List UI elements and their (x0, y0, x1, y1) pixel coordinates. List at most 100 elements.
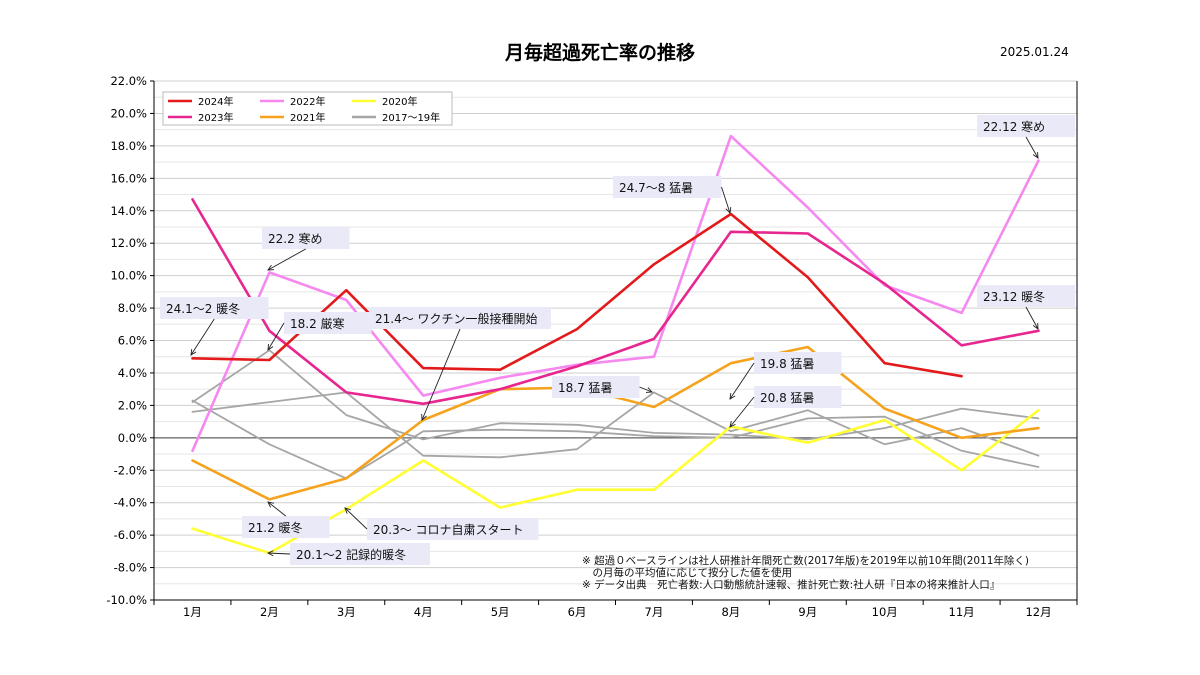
chart-date: 2025.01.24 (1000, 45, 1069, 59)
legend: 2024年 2022年 2020年 2023年 2021年 2017～19年 (162, 91, 453, 126)
annotation-label: 20.3～ コロナ自粛スタート (373, 523, 524, 537)
annotation-box (242, 516, 330, 538)
legend-box (162, 91, 453, 126)
x-tick-label: 3月 (337, 605, 356, 619)
annotation-arrowhead (1032, 322, 1039, 330)
annotation-arrowhead (344, 507, 351, 514)
annotation-box (552, 376, 640, 398)
annotation-label: 22.12 寒め (983, 119, 1045, 134)
legend-label-2022年: 2022年 (290, 95, 325, 108)
annotation-box (754, 352, 842, 374)
annotation: 24.1～2 暖冬 (160, 297, 269, 356)
x-tick-label: 12月 (1025, 605, 1051, 619)
annotation-box (160, 297, 269, 319)
y-tick-label: 18.0% (110, 139, 147, 153)
series-line-2017-19 (191, 349, 1040, 441)
annotation: 20.8 猛暑 (729, 386, 842, 428)
y-tick-label: 14.0% (110, 204, 147, 218)
annotation-arrowhead (729, 392, 736, 400)
annotation: 23.12 暖冬 (977, 285, 1075, 330)
annotation: 21.4～ ワクチン一般接種開始 (369, 307, 551, 421)
annotation-arrowhead (190, 348, 197, 356)
chart-title: 月毎超過死亡率の推移 (504, 42, 695, 64)
annotation-arrow (344, 507, 368, 530)
annotation: 18.7 猛暑 (552, 376, 653, 398)
annotation: 22.12 寒め (977, 115, 1075, 159)
annotation-arrowhead (645, 387, 653, 393)
y-tick-label: -10.0% (106, 593, 147, 607)
annotation-box (754, 386, 842, 408)
x-tick-label: 7月 (645, 605, 664, 619)
annotation-arrow (1025, 306, 1039, 330)
annotation-arrow (267, 322, 285, 351)
y-tick-label: 6.0% (118, 334, 147, 348)
annotation-arrow (1025, 136, 1039, 159)
annotation-arrow (729, 362, 755, 400)
annotation-label: 24.1～2 暖冬 (166, 301, 240, 316)
series-line-2022年 (191, 134, 1040, 453)
annotation: 19.8 猛暑 (729, 352, 842, 400)
y-tick-label: 4.0% (118, 366, 147, 380)
annotation-arrow (267, 501, 287, 517)
annotation-arrowhead (1032, 151, 1039, 159)
annotation-arrow (639, 386, 653, 393)
legend-label-2024年: 2024年 (198, 95, 233, 108)
annotation: 21.2 暖冬 (242, 501, 330, 538)
x-tick-label: 6月 (568, 605, 587, 619)
annotation-arrow (267, 552, 291, 555)
annotation-arrow (721, 186, 731, 214)
annotation-arrowhead (267, 264, 275, 271)
y-tick-label: 12.0% (110, 236, 147, 250)
annotation-arrow (421, 328, 461, 421)
annotation-arrowhead (267, 501, 274, 508)
annotation: 20.1～2 記録的暖冬 (266, 543, 430, 565)
series-line-2017～19年 (191, 399, 1040, 480)
y-tick-label: 10.0% (110, 269, 147, 283)
annotation-label: 18.2 厳寒 (290, 316, 345, 331)
annotation-layer: 24.1～2 暖冬 22.2 寒め 18.2 厳寒 21.4～ ワクチン一般接種開始 2… (160, 115, 1075, 565)
y-tick-label: 8.0% (118, 301, 147, 315)
annotation-box (977, 285, 1075, 307)
annotation-box (367, 518, 539, 540)
annotation-box (284, 312, 372, 334)
annotation-label: 20.8 猛暑 (760, 391, 815, 405)
annotation-label: 21.4～ ワクチン一般接種開始 (375, 311, 538, 326)
annotation-label: 18.7 猛暑 (558, 381, 613, 395)
series-line-2017-19 (191, 391, 1040, 459)
annotation-arrowhead (725, 206, 732, 214)
x-tick-label: 8月 (721, 605, 740, 619)
x-tick-label: 4月 (414, 605, 433, 619)
axis-layer: 22.0% 20.0% 18.0% 16.0% 14.0% 12.0% 10.0% 8.0% 6… (106, 74, 1078, 619)
source-note: ※ 超過０ベースラインは社人研推計年間死亡数(2017年版)を2019年以前10… (582, 554, 1029, 567)
annotation-box (613, 176, 722, 198)
annotation-label: 22.2 寒め (268, 231, 323, 246)
annotation-arrow (267, 248, 306, 271)
annotation-label: 21.2 暖冬 (248, 520, 303, 535)
y-tick-label: 2.0% (118, 398, 147, 412)
annotation-arrowhead (729, 421, 736, 428)
annotation: 20.3～ コロナ自粛スタート (344, 507, 539, 540)
annotation: 18.2 厳寒 (267, 312, 372, 351)
x-tick-label: 2月 (260, 605, 279, 619)
series-layer (191, 134, 1040, 555)
notes: ※ 超過０ベースラインは社人研推計年間死亡数(2017年版)を2019年以前10… (582, 554, 1029, 591)
y-tick-label: 16.0% (110, 171, 147, 185)
y-tick-label: -4.0% (114, 496, 147, 510)
source-note: ※ データ出典 死亡者数:人口動態統計速報、推計死亡数:社人研『日本の将来推計人… (582, 578, 1000, 591)
annotation-arrowhead (421, 413, 427, 421)
x-tick-label: 11月 (949, 605, 975, 619)
y-tick-label: -2.0% (114, 463, 147, 477)
legend-label-2023年: 2023年 (198, 111, 233, 124)
x-tick-label: 10月 (872, 605, 898, 619)
annotation-box (262, 227, 350, 249)
y-tick-label: 22.0% (110, 74, 147, 88)
legend-label-2021年: 2021年 (290, 111, 325, 124)
series-line-2023年 (191, 198, 1040, 406)
annotation-arrow (729, 396, 755, 428)
annotation: 24.7～8 猛暑 (613, 176, 732, 214)
source-note: の月毎の平均値に応じて按分した値を使用 (582, 566, 792, 579)
legend-label-2017～19年: 2017～19年 (382, 111, 440, 124)
x-tick-label: 1月 (183, 605, 202, 619)
annotation-label: 24.7～8 猛暑 (619, 181, 693, 195)
